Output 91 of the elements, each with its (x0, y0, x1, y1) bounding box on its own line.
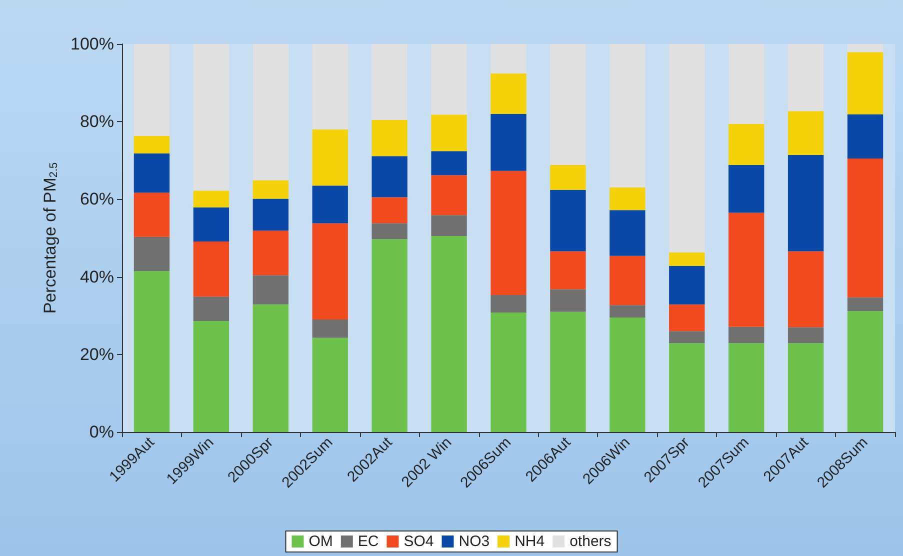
bar (669, 304, 705, 332)
bar (372, 239, 408, 432)
bar (788, 327, 824, 344)
bar (193, 190, 230, 208)
bar (431, 114, 467, 152)
bar (728, 343, 764, 432)
bar (431, 175, 467, 216)
bar (134, 192, 170, 237)
bar (728, 326, 764, 344)
bar (490, 170, 526, 296)
legend-label: EC (358, 533, 379, 550)
bar (193, 296, 230, 322)
bar (610, 305, 646, 318)
legend-label: NO3 (458, 533, 490, 550)
bar (610, 210, 646, 256)
bar (550, 190, 586, 252)
bar (788, 343, 824, 432)
bar (847, 114, 884, 158)
bar (252, 275, 288, 304)
bar (669, 331, 705, 344)
bar (252, 230, 288, 276)
y-tick-label: 60% (80, 190, 114, 209)
bar (134, 236, 170, 271)
bar (788, 44, 824, 112)
bar (312, 223, 348, 320)
bar (134, 136, 170, 154)
bar (610, 44, 646, 188)
y-tick-label: 0% (89, 422, 114, 442)
bar (847, 310, 884, 432)
bar (312, 319, 348, 338)
y-tick-label: 80% (80, 112, 114, 132)
bar (372, 120, 408, 156)
bar (847, 158, 884, 298)
bar (134, 153, 170, 193)
bar (312, 44, 348, 130)
bar (431, 44, 467, 115)
bar (252, 198, 288, 231)
bar (431, 151, 467, 176)
bar (193, 241, 230, 297)
bar (372, 156, 408, 198)
y-axis-title: Percentage of PM2.5 (40, 162, 60, 314)
bar (550, 312, 586, 432)
bar (610, 188, 646, 210)
y-tick-label: 40% (80, 267, 114, 286)
bar (372, 44, 408, 120)
bar (490, 44, 526, 74)
bar (550, 165, 586, 190)
bar (669, 252, 705, 266)
bar (252, 304, 288, 432)
bar (431, 236, 467, 432)
legend-label: OM (308, 533, 333, 550)
bar (134, 270, 170, 432)
bar (312, 186, 348, 224)
y-tick-label: 100% (70, 34, 114, 54)
bar (312, 338, 348, 432)
bar (252, 180, 288, 199)
bar (788, 251, 824, 328)
legend-label: NH4 (514, 533, 545, 550)
bar (847, 44, 884, 52)
bar (847, 52, 884, 114)
bar (193, 44, 230, 191)
legend-label: SO4 (404, 533, 434, 550)
bar (550, 44, 586, 166)
bar (610, 256, 646, 306)
bar (372, 223, 408, 240)
bar (728, 44, 764, 124)
bar (788, 154, 824, 252)
bar (669, 266, 705, 304)
bar (550, 251, 586, 290)
y-tick-label: 20% (80, 344, 114, 364)
bar (312, 129, 348, 186)
bar (372, 197, 408, 224)
bar (728, 212, 764, 327)
bar (788, 111, 824, 155)
bar (728, 124, 764, 166)
bar (847, 297, 884, 311)
bar (728, 165, 764, 213)
bar (193, 207, 230, 242)
bar (252, 44, 288, 180)
legend-label: others (570, 533, 612, 550)
bar (490, 114, 526, 171)
bar (490, 73, 526, 114)
bar (193, 321, 230, 432)
bar (550, 289, 586, 312)
bar (490, 295, 526, 312)
bar (431, 215, 467, 236)
bar (669, 44, 705, 252)
bar (134, 44, 170, 136)
bar (490, 312, 526, 432)
bar (669, 343, 705, 432)
bar (610, 318, 646, 432)
